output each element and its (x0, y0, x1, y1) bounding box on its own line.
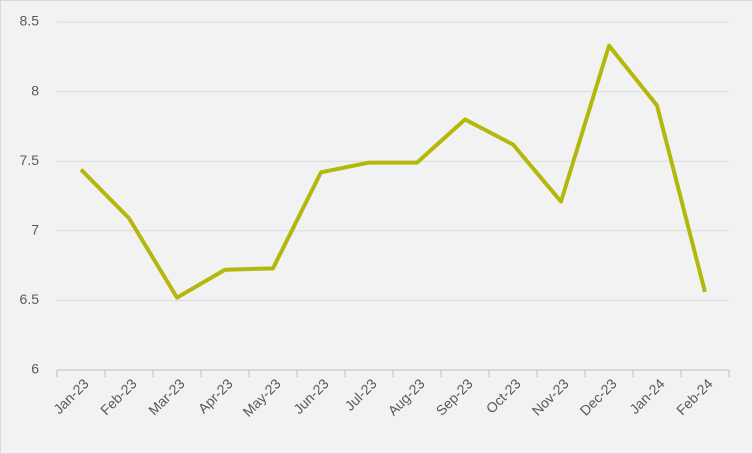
y-tick-label: 8.5 (20, 13, 40, 29)
line-series (79, 43, 707, 300)
y-tick-label: 7.5 (20, 152, 40, 168)
y-tick-label: 6 (31, 361, 39, 377)
y-tick-label: 6.5 (20, 291, 40, 307)
y-tick-label: 7 (31, 222, 39, 238)
y-tick-label: 8 (31, 82, 39, 98)
